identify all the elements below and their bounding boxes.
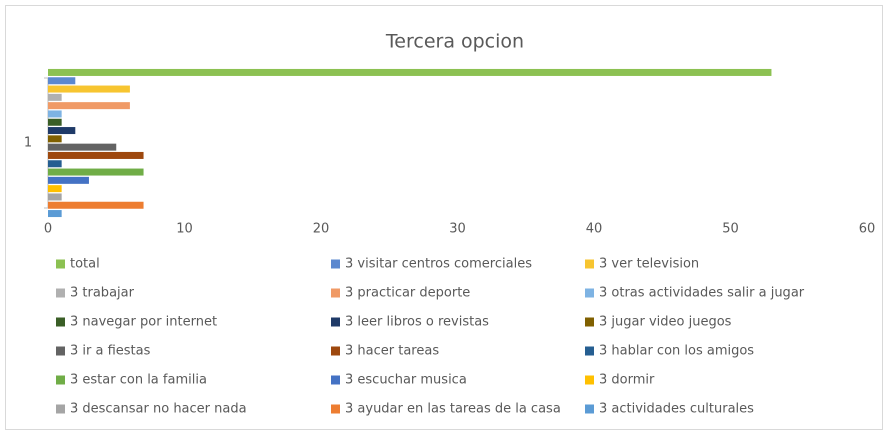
bar <box>48 176 89 184</box>
legend-swatch <box>585 375 594 385</box>
legend-label: 3 jugar video juegos <box>599 315 732 330</box>
bar <box>48 193 62 201</box>
legend-swatch <box>331 259 340 269</box>
bar <box>48 118 62 126</box>
bar <box>48 77 76 85</box>
legend-swatch <box>585 259 594 269</box>
x-tick-label: 60 <box>859 222 876 237</box>
bar <box>48 201 144 209</box>
x-tick-label: 50 <box>722 222 739 237</box>
legend-swatch <box>56 317 65 327</box>
bar <box>48 102 130 110</box>
legend-label: 3 ayudar en las tareas de la casa <box>345 402 561 417</box>
bar <box>48 143 117 151</box>
legend-swatch <box>331 404 340 414</box>
bar <box>48 93 62 101</box>
bar <box>48 160 62 168</box>
bar <box>48 127 76 135</box>
legend-label: 3 hablar con los amigos <box>599 344 754 359</box>
legend-label: 3 practicar deporte <box>345 286 470 301</box>
legend-swatch <box>56 404 65 414</box>
chart-border <box>5 5 883 430</box>
legend-label: 3 actividades culturales <box>599 402 754 417</box>
legend-label: 3 visitar centros comerciales <box>345 257 532 272</box>
x-tick-label: 10 <box>176 222 193 237</box>
x-tick-label: 20 <box>313 222 330 237</box>
legend-label: 3 escuchar musica <box>345 373 467 388</box>
bar <box>48 210 62 218</box>
legend-label: 3 hacer tareas <box>345 344 439 359</box>
legend-label: 3 descansar no hacer nada <box>70 402 247 417</box>
legend-label: 3 navegar por internet <box>70 315 217 330</box>
legend-swatch <box>331 375 340 385</box>
legend-swatch <box>331 288 340 298</box>
bar <box>48 168 144 176</box>
x-tick-label: 0 <box>44 222 52 237</box>
bar <box>48 110 62 118</box>
bar <box>48 151 144 159</box>
bar <box>48 68 772 76</box>
legend-swatch <box>56 259 65 269</box>
x-tick-label: 40 <box>586 222 603 237</box>
legend-label: 3 otras actividades salir a jugar <box>599 286 805 301</box>
y-tick-label: 1 <box>24 136 32 151</box>
legend-label: 3 ir a fiestas <box>70 344 151 359</box>
legend-label: 3 leer libros o revistas <box>345 315 489 330</box>
legend-swatch <box>585 288 594 298</box>
legend-swatch <box>585 404 594 414</box>
legend-swatch <box>56 288 65 298</box>
legend-swatch <box>331 317 340 327</box>
legend-label: 3 ver television <box>599 257 699 272</box>
legend-swatch <box>56 375 65 385</box>
legend-swatch <box>585 346 594 356</box>
legend-label: total <box>70 257 100 272</box>
x-tick-label: 30 <box>449 222 466 237</box>
legend-label: 3 trabajar <box>70 286 135 301</box>
bar <box>48 185 62 193</box>
legend-label: 3 estar con la familia <box>70 373 207 388</box>
legend-label: 3 dormir <box>599 373 655 388</box>
bar <box>48 85 130 93</box>
chart-title: Tercera opcion <box>385 31 524 53</box>
bar <box>48 135 62 143</box>
legend-swatch <box>585 317 594 327</box>
legend-swatch <box>331 346 340 356</box>
legend-swatch <box>56 346 65 356</box>
